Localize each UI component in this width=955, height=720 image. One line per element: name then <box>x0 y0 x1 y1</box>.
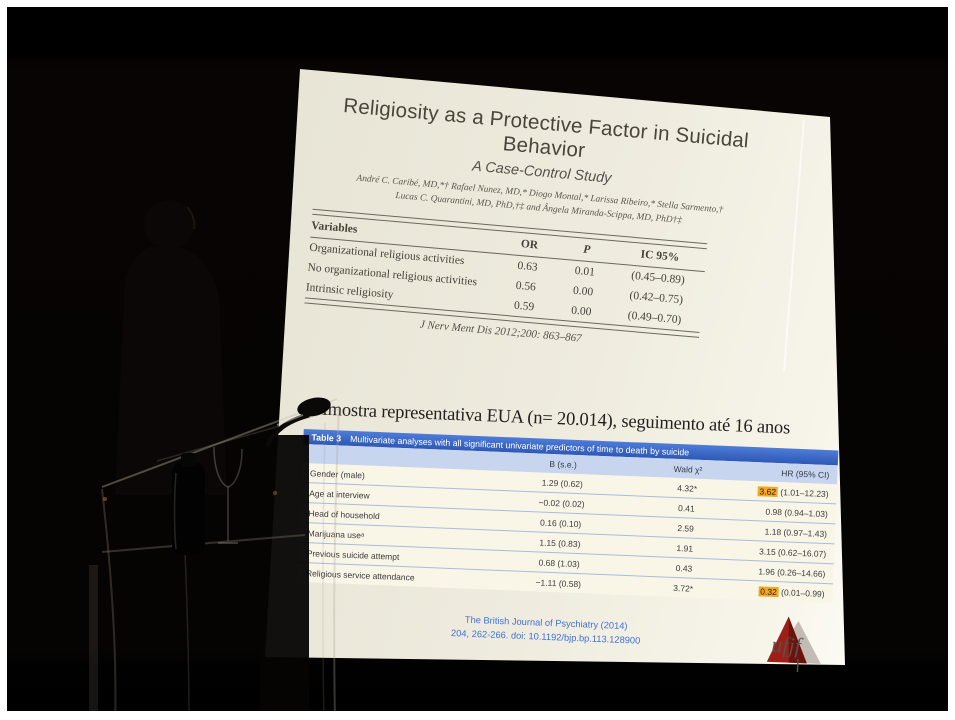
row-b: 1.15 (0.83) <box>539 537 581 549</box>
hr-ci: (0.94–1.03) <box>781 506 829 519</box>
row-wald: 1.91 <box>676 542 694 554</box>
row-b: 0.68 (1.03) <box>538 557 580 569</box>
logo-text: ufjf <box>771 632 804 658</box>
row-p: 0.01 <box>574 264 596 279</box>
bottle-cap <box>181 453 196 467</box>
speaker-head <box>144 200 194 250</box>
podium-shadow-occluder <box>260 435 309 711</box>
microphone-icon <box>297 397 331 417</box>
row-wald: 3.72* <box>673 582 694 594</box>
row-p: 0.00 <box>572 284 594 299</box>
col-p: P <box>582 243 591 256</box>
col-wald: Wald χ² <box>673 463 703 475</box>
col-hr-ci: HR (95% CI) <box>781 467 830 480</box>
hr-value: 1.18 <box>764 526 782 537</box>
bjp-table-screenshot: Table 3 Multivariate analyses with all s… <box>297 428 839 604</box>
background-curtain-edge <box>89 565 98 711</box>
head-rim-light <box>186 206 196 230</box>
highlighted-hr-value: 0.32 <box>758 585 780 597</box>
hr-value: 0.98 <box>765 506 783 517</box>
logo-red-triangle-shade <box>788 616 807 664</box>
row-wald: 0.43 <box>675 562 693 574</box>
row-wald: 0.41 <box>677 502 695 514</box>
speaker-body <box>115 245 227 495</box>
row-or: 0.63 <box>516 259 539 274</box>
journal-article-header: Religiosity as a Protective Factor in Su… <box>289 91 785 361</box>
podium-right-pillar-inner <box>322 422 326 711</box>
hr-value: 1.96 <box>758 565 776 577</box>
reflection-glint <box>103 497 107 501</box>
presentation-room-scene: Religiosity as a Protective Factor in Su… <box>7 7 948 711</box>
mic-gooseneck <box>264 412 310 448</box>
row-hr: 3.62 (1.01–12.23) <box>730 485 837 499</box>
bottle-highlight <box>173 472 177 550</box>
logo-descender <box>796 658 799 673</box>
podium-right-pillar <box>333 406 340 711</box>
row-wald: 4.32* <box>677 482 698 494</box>
col-b-se: B (s.e.) <box>549 458 577 470</box>
podium-top-edge <box>101 398 338 488</box>
row-b: −1.11 (0.58) <box>535 576 582 589</box>
glass-right <box>227 448 243 488</box>
mic-bracket-highlight <box>276 414 304 426</box>
row-or: 0.56 <box>515 279 537 294</box>
row-wald: 2.59 <box>677 522 695 534</box>
hr-ci: (0.26–14.66) <box>774 566 826 579</box>
col-or: OR <box>520 237 539 252</box>
hr-ci: (0.62–16.07) <box>775 546 827 559</box>
col-ic95: IC 95% <box>640 248 680 264</box>
row-hr: 1.18 (0.97–1.43) <box>728 525 835 539</box>
water-bottle <box>172 463 205 555</box>
row-hr: 0.98 (0.94–1.03) <box>729 505 836 519</box>
row-hr: 3.15 (0.62–16.07) <box>727 545 834 559</box>
glass-left <box>213 446 229 541</box>
podium-left-pillar <box>101 488 117 711</box>
row-hr: 1.96 (0.26–14.66) <box>726 565 833 579</box>
institution-logo: ufjf <box>766 616 821 673</box>
row-b: 1.29 (0.62) <box>541 477 584 489</box>
slide-lower-section: Amostra representativa EUA (n= 20.014), … <box>296 399 847 673</box>
row-or: 0.59 <box>513 299 535 314</box>
hr-ci: (1.01–12.23) <box>777 486 829 499</box>
hr-ci: (0.01–0.99) <box>778 586 825 599</box>
row-b: 0.16 (0.10) <box>539 517 582 529</box>
row-b: −0.02 (0.02) <box>538 496 585 509</box>
reflection-glint <box>273 491 277 495</box>
bjp-table-body: Gender (male) 1.29 (0.62) 4.32* 3.62 (1.… <box>297 462 838 604</box>
speaker-silhouette <box>115 200 227 495</box>
row-p: 0.00 <box>570 304 592 319</box>
row-hr: 0.32 (0.01–0.99) <box>725 585 832 599</box>
podium-graphic <box>101 397 340 711</box>
highlighted-hr-value: 3.62 <box>757 485 779 497</box>
hr-ci: (0.97–1.43) <box>781 526 828 539</box>
hr-value: 3.15 <box>758 545 776 557</box>
